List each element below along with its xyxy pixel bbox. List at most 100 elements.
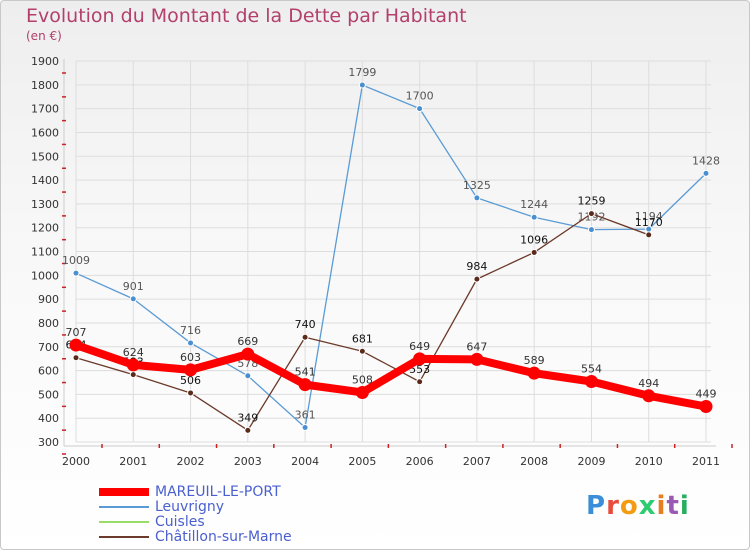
data-label: 1325 — [463, 179, 491, 192]
legend-item: Cuisles — [99, 513, 292, 530]
data-point — [702, 169, 710, 177]
y-tick-label: 1900 — [31, 55, 59, 68]
y-tick-label: 400 — [38, 412, 59, 425]
data-point — [584, 375, 598, 389]
data-label: 740 — [295, 318, 316, 331]
data-label: 649 — [409, 340, 430, 353]
data-label: 681 — [352, 332, 373, 345]
data-label: 449 — [696, 388, 717, 401]
data-label: 541 — [295, 366, 316, 379]
x-tick-label: 2006 — [406, 455, 434, 468]
data-point — [358, 81, 366, 89]
data-point — [358, 347, 366, 355]
legend-item: Châtillon-sur-Marne — [99, 528, 292, 545]
y-tick-label: 800 — [38, 317, 59, 330]
x-tick-label: 2004 — [291, 455, 319, 468]
data-point — [642, 389, 656, 403]
chart-legend: MAREUIL-LE-PORT Leuvrigny Cuisles Châtillon… — [99, 483, 292, 545]
data-point — [72, 354, 80, 362]
data-point — [126, 358, 140, 372]
data-label: 361 — [295, 408, 316, 421]
data-point — [355, 385, 369, 399]
proxiti-logo: Proxiti — [586, 491, 690, 521]
data-label: 1799 — [348, 66, 376, 79]
data-point — [416, 105, 424, 113]
x-tick-label: 2008 — [520, 455, 548, 468]
y-tick-label: 1800 — [31, 79, 59, 92]
x-tick-label: 2011 — [692, 455, 720, 468]
y-tick-label: 1600 — [31, 126, 59, 139]
legend-label: Leuvrigny — [155, 498, 225, 515]
data-label: 1700 — [406, 90, 434, 103]
data-label: 494 — [638, 377, 659, 390]
data-label: 707 — [66, 326, 87, 339]
data-point — [473, 275, 481, 283]
legend-swatch — [99, 487, 149, 496]
y-tick-label: 600 — [38, 365, 59, 378]
y-tick-label: 900 — [38, 293, 59, 306]
series-line-0 — [72, 341, 710, 411]
data-label: 508 — [352, 373, 373, 386]
x-tick-label: 2002 — [177, 455, 205, 468]
x-tick-label: 2010 — [635, 455, 663, 468]
data-point — [301, 333, 309, 341]
data-point — [530, 213, 538, 221]
data-label: 716 — [180, 324, 201, 337]
data-label: 1009 — [62, 254, 90, 267]
legend-swatch — [99, 520, 149, 523]
legend-swatch — [99, 505, 149, 508]
chart-subtitle: (en €) — [26, 29, 62, 43]
data-point — [416, 378, 424, 386]
legend-label: MAREUIL-LE-PORT — [155, 483, 281, 500]
series-line-1 — [75, 84, 707, 429]
y-tick-label: 1100 — [31, 246, 59, 259]
y-tick-label: 1300 — [31, 198, 59, 211]
data-label: 647 — [466, 340, 487, 353]
data-point — [470, 352, 484, 366]
y-tick-label: 1200 — [31, 222, 59, 235]
data-point — [244, 372, 252, 380]
legend-label: Châtillon-sur-Marne — [155, 528, 292, 545]
data-label: 506 — [180, 374, 201, 387]
y-tick-label: 300 — [38, 436, 59, 449]
data-label: 901 — [123, 280, 144, 293]
data-point — [527, 366, 541, 380]
data-point — [187, 339, 195, 347]
data-point — [129, 371, 137, 379]
data-label: 589 — [524, 354, 545, 367]
data-label: 1244 — [520, 198, 548, 211]
legend-swatch — [99, 535, 149, 538]
x-tick-label: 2005 — [348, 455, 376, 468]
data-label: 349 — [237, 411, 258, 424]
data-label: 984 — [466, 260, 487, 273]
x-tick-label: 2007 — [463, 455, 491, 468]
data-point — [645, 231, 653, 239]
data-point — [473, 194, 481, 202]
data-point — [72, 269, 80, 277]
data-point — [184, 363, 198, 377]
data-label: 1428 — [692, 154, 720, 167]
data-label: 1259 — [577, 195, 605, 208]
y-tick-label: 1000 — [31, 269, 59, 282]
data-label: 669 — [237, 335, 258, 348]
y-tick-label: 700 — [38, 341, 59, 354]
legend-label: Cuisles — [155, 513, 205, 530]
data-label: 603 — [180, 351, 201, 364]
legend-item: MAREUIL-LE-PORT — [99, 483, 292, 500]
x-tick-label: 2000 — [62, 455, 90, 468]
y-tick-label: 500 — [38, 388, 59, 401]
y-tick-label: 1500 — [31, 150, 59, 163]
data-point — [587, 226, 595, 234]
x-tick-label: 2001 — [119, 455, 147, 468]
data-point — [241, 347, 255, 361]
data-label: 624 — [123, 346, 144, 359]
data-point — [413, 352, 427, 366]
data-point — [69, 338, 83, 352]
data-point — [187, 389, 195, 397]
data-label: 554 — [581, 363, 602, 376]
data-point — [298, 378, 312, 392]
data-point — [129, 295, 137, 303]
data-label: 1194 — [635, 210, 663, 223]
data-point — [699, 400, 713, 414]
